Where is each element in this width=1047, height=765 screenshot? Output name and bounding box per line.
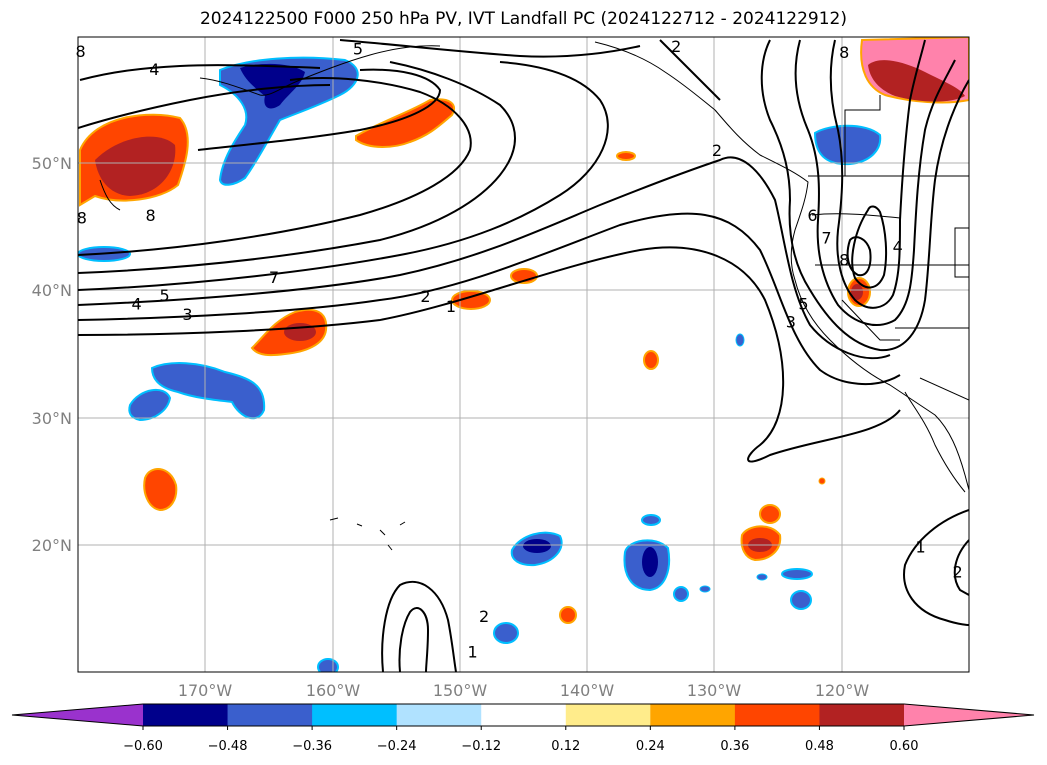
lon-tick-labels: 170°W 160°W 150°W 140°W 130°W 120°W [178, 681, 870, 700]
contour-label: 1 [467, 643, 477, 662]
pv-negative-region [129, 390, 170, 420]
colorbar-segment [312, 704, 397, 726]
colorbar-segment [143, 704, 228, 726]
colorbar-tick-label: −0.48 [208, 739, 248, 754]
colorbar-tick-label: −0.36 [292, 739, 332, 754]
colorbar-segment [397, 704, 482, 726]
colorbar-segment [228, 704, 313, 726]
colorbar-segment [566, 704, 651, 726]
pv-positive-region [617, 152, 635, 160]
contour-label: 5 [353, 39, 363, 58]
contour-label: 4 [131, 295, 141, 314]
pv-negative-region [152, 363, 264, 418]
pv-negative-region [494, 623, 518, 643]
colorbar-tick-label: −0.12 [461, 739, 501, 754]
contour-label: 2 [712, 141, 722, 160]
lon-tick-label: 120°W [815, 681, 870, 700]
pv-positive-region [819, 478, 825, 484]
contour-label: 3 [182, 305, 192, 324]
colorbar-tick-label: −0.60 [123, 739, 163, 754]
pv-negative-region [791, 591, 811, 609]
pv-positive-region [560, 607, 576, 623]
contour-label: 8 [839, 250, 849, 269]
pv-shading [78, 37, 969, 675]
pv-negative-region [782, 569, 812, 579]
pv-negative-region [674, 587, 688, 601]
colorbar-segment [481, 704, 566, 726]
colorbar-extend-high [904, 704, 1034, 726]
contour-label: 8 [145, 206, 155, 225]
lon-tick-label: 160°W [306, 681, 361, 700]
pv-positive-region [644, 351, 658, 369]
lat-tick-label: 20°N [32, 536, 72, 555]
colorbar: −0.60 −0.48 −0.36 −0.24 −0.12 0.12 0.24 0.36 0.4… [12, 704, 1034, 754]
map-figure: 45 2874 53212678534821128 8 50°N 40°N 30°N … [0, 0, 1047, 765]
colorbar-extend-low [12, 704, 143, 726]
pv-positive-region [144, 469, 176, 510]
pv-negative-region [736, 334, 744, 346]
contour-label: 4 [893, 238, 903, 257]
contour-label: 3 [786, 312, 796, 331]
contour-label: 2 [952, 563, 962, 582]
contour-label: 8 [839, 43, 849, 62]
lat-tick-labels: 50°N 40°N 30°N 20°N [32, 154, 72, 555]
colorbar-tick-label: 0.60 [890, 739, 919, 754]
colorbar-segment [650, 704, 735, 726]
pv-positive-region [760, 505, 780, 523]
colorbar-tick-label: 0.24 [636, 739, 665, 754]
lon-tick-label: 150°W [433, 681, 488, 700]
contour-label: 2 [420, 287, 430, 306]
colorbar-segment [735, 704, 820, 726]
pv-strong-negative-region [523, 539, 551, 553]
contour-label: 2 [671, 37, 681, 56]
contour-label: 1 [446, 297, 456, 316]
contour-label: 5 [798, 295, 808, 314]
colorbar-segment [819, 704, 904, 726]
lat-tick-label: 50°N [32, 154, 72, 173]
pv-negative-region [318, 659, 338, 675]
lat-tick-label: 40°N [32, 281, 72, 300]
pv-negative-region [642, 515, 660, 525]
contour-label: 4 [149, 60, 159, 79]
contour-label: 7 [821, 229, 831, 248]
lat-tick-label: 30°N [32, 409, 72, 428]
lon-tick-label: 140°W [560, 681, 615, 700]
contour-label: 8 [75, 42, 85, 61]
pv-negative-region [757, 574, 767, 580]
contour-label: 2 [479, 607, 489, 626]
colorbar-tick-label: 0.12 [551, 739, 580, 754]
colorbar-tick-label: 0.48 [805, 739, 834, 754]
lon-tick-label: 130°W [687, 681, 742, 700]
pv-strong-positive-region [284, 323, 316, 341]
colorbar-tick-label: 0.36 [720, 739, 749, 754]
contour-label: 1 [916, 537, 926, 556]
contour-label: 5 [159, 286, 169, 305]
contour-label: 7 [269, 268, 279, 287]
pv-positive-region [356, 99, 454, 147]
pv-strong-negative-region [642, 547, 658, 577]
lon-tick-label: 170°W [178, 681, 233, 700]
pv-negative-region [815, 126, 880, 164]
contour-label: 6 [807, 206, 817, 225]
colorbar-tick-label: −0.24 [377, 739, 417, 754]
pv-negative-region [700, 586, 710, 592]
